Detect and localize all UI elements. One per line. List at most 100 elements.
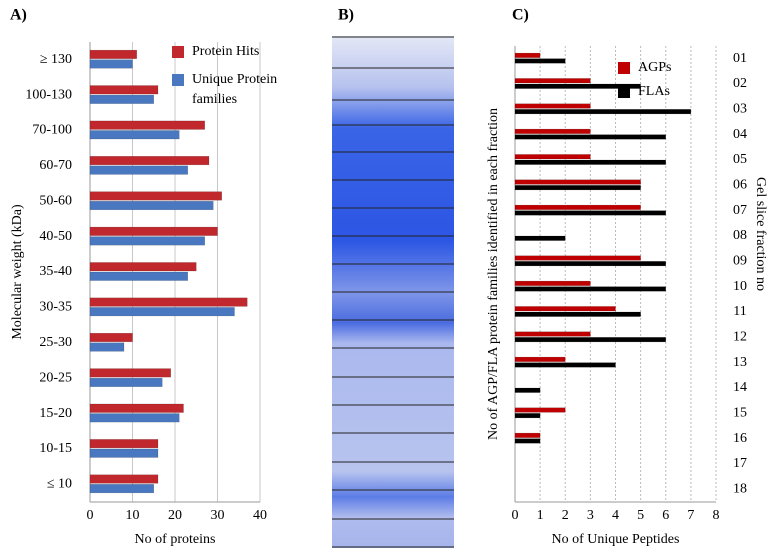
bar [515, 154, 590, 159]
gel-image [332, 36, 454, 548]
legend-label: FLAs [638, 84, 670, 99]
bar [515, 433, 540, 438]
bar [515, 332, 590, 337]
y-tick-label: 100-130 [25, 87, 72, 102]
figure: B) A)010203040≤ 1010-1515-2020-2525-3030… [0, 0, 769, 550]
bar [515, 256, 641, 261]
x-tick-label: 10 [126, 508, 140, 523]
y-tick-label: 10-15 [39, 441, 72, 456]
panel-label: A) [10, 7, 27, 24]
bar [515, 363, 616, 368]
bar [90, 60, 133, 69]
legend-label: AGPs [638, 60, 671, 75]
bar [515, 160, 666, 165]
y-axis-title-right: Gel slice fraction no [753, 177, 768, 291]
y-axis-title: No of AGP/FLA protein families identifie… [486, 108, 501, 440]
bar [90, 378, 162, 387]
y-tick-label: 09 [733, 254, 747, 269]
y-tick-label: 50-60 [39, 193, 72, 208]
bar [515, 439, 540, 444]
bar [90, 369, 171, 378]
legend-swatch [618, 62, 630, 74]
bar [515, 261, 666, 266]
bar [90, 50, 137, 59]
x-tick-label: 6 [662, 508, 669, 523]
bar [515, 180, 641, 185]
bar [515, 236, 565, 241]
bar [515, 135, 666, 140]
y-tick-label: 40-50 [39, 229, 72, 244]
x-tick-label: 0 [87, 508, 94, 523]
bar [90, 307, 235, 316]
y-tick-label: 08 [733, 228, 747, 243]
legend-swatch [172, 74, 184, 86]
y-tick-label: 03 [733, 102, 747, 117]
y-tick-label: 30-35 [39, 300, 72, 315]
y-axis-title: Molecular weight (kDa) [10, 204, 25, 340]
y-tick-label: ≥ 130 [40, 52, 72, 67]
bar [515, 129, 590, 134]
legend-swatch [618, 86, 630, 98]
y-tick-label: 13 [733, 355, 747, 370]
x-tick-label: 20 [168, 508, 182, 523]
panel-label: B) [338, 7, 354, 24]
bar [515, 281, 590, 286]
bar [515, 205, 641, 210]
y-tick-label: 15-20 [39, 406, 72, 421]
bar [90, 121, 205, 130]
x-tick-label: 4 [612, 508, 619, 523]
x-tick-label: 5 [637, 508, 644, 523]
y-tick-label: 25-30 [39, 335, 72, 350]
y-tick-label: 06 [733, 178, 747, 193]
y-tick-label: 35-40 [39, 264, 72, 279]
bar [515, 388, 540, 393]
bar [515, 408, 565, 413]
y-tick-label: 18 [733, 482, 747, 497]
bar [90, 475, 158, 484]
y-tick-label: 11 [733, 304, 746, 319]
x-tick-label: 7 [687, 508, 694, 523]
x-tick-label: 8 [713, 508, 720, 523]
bar [90, 333, 133, 342]
bar [90, 192, 222, 201]
bar [515, 312, 641, 317]
bar [515, 185, 641, 190]
y-tick-label: 12 [733, 330, 747, 345]
legend-swatch [172, 46, 184, 58]
bar [90, 86, 158, 95]
x-axis-title: No of proteins [135, 532, 216, 547]
bar [515, 104, 590, 109]
bar [90, 414, 179, 423]
y-tick-label: 17 [733, 456, 747, 471]
y-tick-label: 05 [733, 152, 747, 167]
y-tick-label: 20-25 [39, 370, 72, 385]
y-tick-label: 70-100 [32, 123, 72, 138]
bar [90, 449, 158, 458]
bar [515, 306, 616, 311]
bar [90, 272, 188, 281]
y-tick-label: 02 [733, 76, 747, 91]
bar [515, 78, 590, 83]
legend-label: Protein Hits [192, 44, 259, 59]
y-tick-label: 04 [733, 127, 747, 142]
bar [90, 439, 158, 448]
x-axis-title: No of Unique Peptides [552, 532, 680, 547]
bar [90, 130, 179, 139]
bar [90, 95, 154, 104]
bar [515, 337, 666, 342]
x-tick-label: 30 [211, 508, 225, 523]
bar [90, 484, 154, 493]
y-tick-label: 10 [733, 279, 747, 294]
bar [90, 343, 124, 352]
bar [90, 227, 218, 236]
x-tick-label: 0 [512, 508, 519, 523]
y-tick-label: 07 [733, 203, 747, 218]
bar [515, 357, 565, 362]
bar [90, 404, 184, 413]
bar [90, 262, 196, 271]
x-tick-label: 3 [587, 508, 594, 523]
bar [515, 53, 540, 58]
bar [90, 237, 205, 246]
y-tick-label: 01 [733, 51, 747, 66]
